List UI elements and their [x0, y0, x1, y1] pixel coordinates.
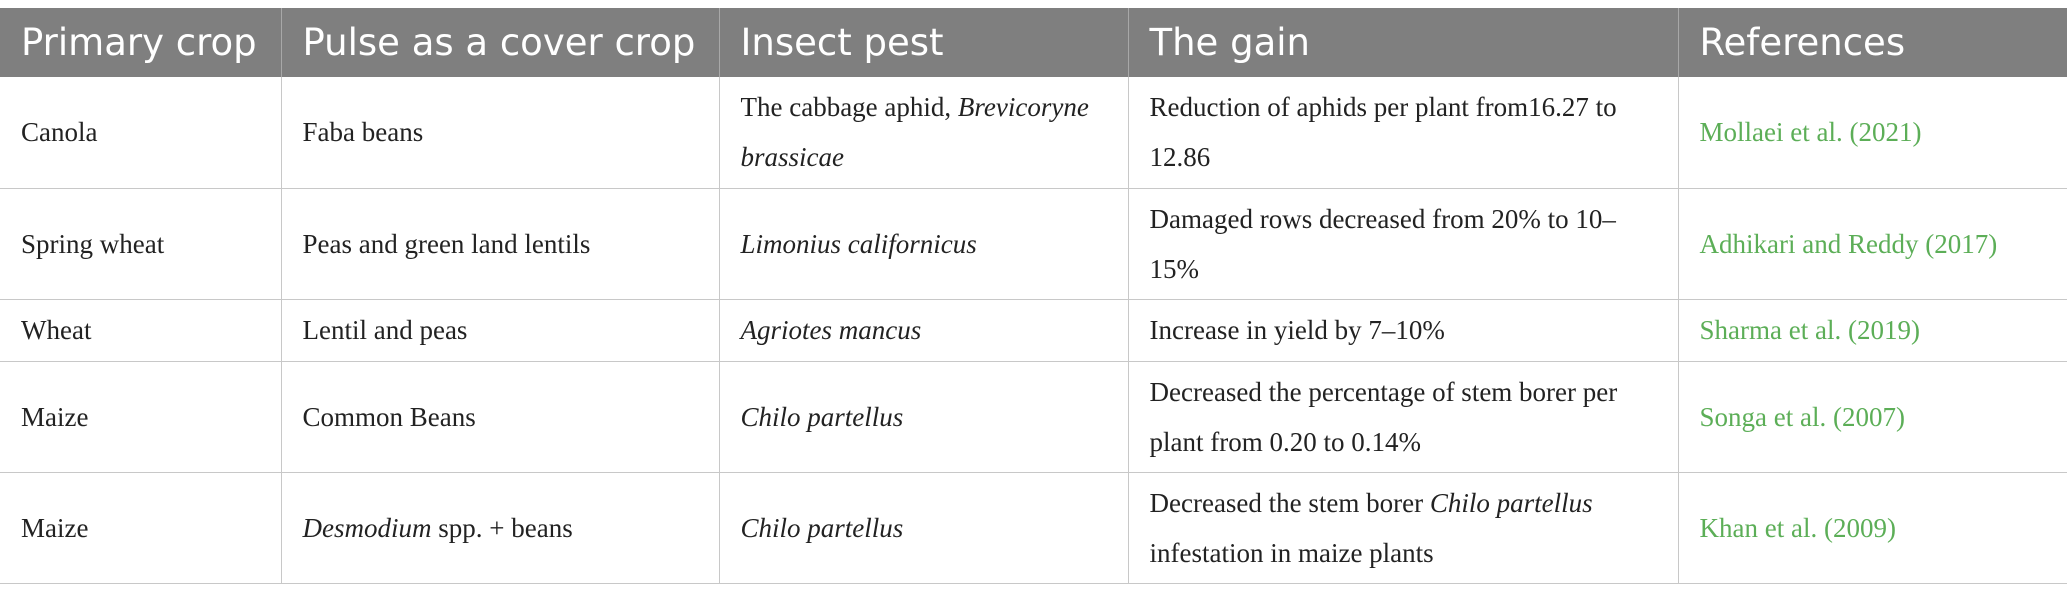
- cell-pulse: Peas and green land lentils: [281, 188, 720, 300]
- cell-reference-link[interactable]: Khan et al. (2009): [1678, 472, 2067, 584]
- cell-insect-pest: Chilo partellus: [719, 361, 1129, 473]
- cell-reference-link[interactable]: Adhikari and Reddy (2017): [1678, 188, 2067, 300]
- pest-prefix: The cabbage aphid,: [740, 92, 958, 123]
- table-container: Primary crop Pulse as a cover crop Insec…: [0, 8, 2067, 584]
- cell-gain: Increase in yield by 7–10%: [1128, 299, 1679, 362]
- cell-gain: Decreased the stem borer Chilo partellus…: [1128, 472, 1679, 584]
- table-header: Primary crop Pulse as a cover crop Insec…: [0, 8, 2067, 77]
- table-row: Maize Common Beans Chilo partellus Decre…: [0, 361, 2067, 473]
- cell-primary-crop: Maize: [0, 361, 282, 473]
- pest-species: Chilo partellus: [740, 512, 904, 543]
- cell-pulse: Common Beans: [281, 361, 720, 473]
- pulse-genus: Desmodium: [302, 512, 432, 543]
- pest-species: Limonius californicus: [740, 228, 977, 259]
- gain-prefix: Decreased the stem borer: [1149, 487, 1430, 518]
- cell-primary-crop: Maize: [0, 472, 282, 584]
- table-body: Canola Faba beans The cabbage aphid, Bre…: [0, 77, 2067, 584]
- cell-pulse: Faba beans: [281, 77, 720, 189]
- pulse-suffix: spp. + beans: [431, 512, 573, 543]
- gain-species: Chilo partellus: [1429, 487, 1593, 518]
- cell-pulse: Desmodium spp. + beans: [281, 472, 720, 584]
- cell-gain: Decreased the percentage of stem borer p…: [1128, 361, 1679, 473]
- cell-insect-pest: Agriotes mancus: [719, 299, 1129, 362]
- gain-text: Increase in yield by 7–10%: [1149, 315, 1445, 345]
- table-row: Canola Faba beans The cabbage aphid, Bre…: [0, 77, 2067, 189]
- gain-text: Reduction of aphids per plant from16.27 …: [1149, 92, 1617, 173]
- pest-species: Agriotes mancus: [740, 315, 922, 345]
- gain-text: Decreased the percentage of stem borer p…: [1149, 376, 1618, 457]
- gain-suffix: infestation in maize plants: [1149, 537, 1434, 568]
- cell-gain: Reduction of aphids per plant from16.27 …: [1128, 77, 1679, 189]
- cell-insect-pest: The cabbage aphid, Brevicoryne brassicae: [719, 77, 1129, 189]
- header-row: Primary crop Pulse as a cover crop Insec…: [0, 8, 2067, 77]
- gain-text: Damaged rows decreased from 20% to 10–15…: [1149, 203, 1616, 284]
- pulse-cover-crop-table: Primary crop Pulse as a cover crop Insec…: [0, 8, 2067, 584]
- cell-pulse: Lentil and peas: [281, 299, 720, 362]
- cell-insect-pest: Chilo partellus: [719, 472, 1129, 584]
- pest-species: Brevicoryne brassicae: [740, 92, 1089, 173]
- header-pulse-cover-crop: Pulse as a cover crop: [281, 8, 720, 77]
- header-references: References: [1678, 8, 2067, 77]
- cell-primary-crop: Wheat: [0, 299, 282, 362]
- cell-insect-pest: Limonius californicus: [719, 188, 1129, 300]
- cell-reference-link[interactable]: Songa et al. (2007): [1678, 361, 2067, 473]
- header-primary-crop: Primary crop: [0, 8, 282, 77]
- cell-reference-link[interactable]: Sharma et al. (2019): [1678, 299, 2067, 362]
- table-row: Maize Desmodium spp. + beans Chilo parte…: [0, 472, 2067, 584]
- pest-species: Chilo partellus: [740, 401, 904, 432]
- table-row: Wheat Lentil and peas Agriotes mancus In…: [0, 299, 2067, 362]
- cell-gain: Damaged rows decreased from 20% to 10–15…: [1128, 188, 1679, 300]
- table-row: Spring wheat Peas and green land lentils…: [0, 188, 2067, 300]
- header-the-gain: The gain: [1128, 8, 1679, 77]
- cell-reference-link[interactable]: Mollaei et al. (2021): [1678, 77, 2067, 189]
- header-insect-pest: Insect pest: [719, 8, 1129, 77]
- cell-primary-crop: Spring wheat: [0, 188, 282, 300]
- cell-primary-crop: Canola: [0, 77, 282, 189]
